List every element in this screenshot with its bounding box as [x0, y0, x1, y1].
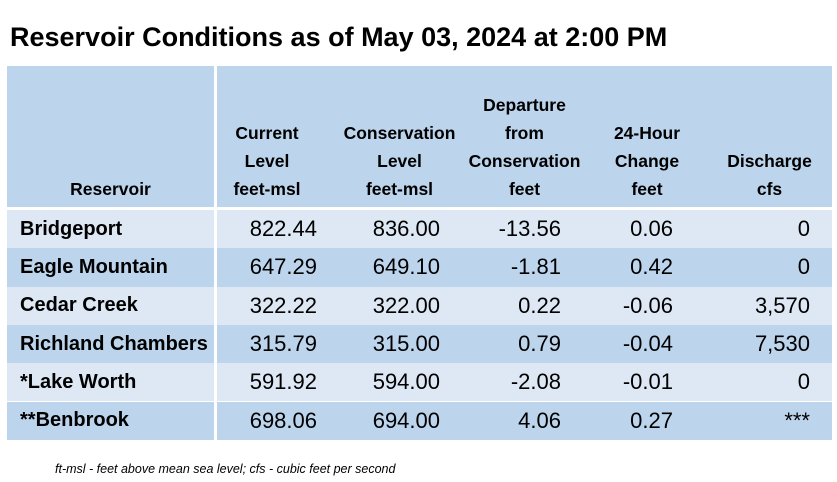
current-value: 315.79	[249, 331, 317, 357]
table-row: Eagle Mountain 647.29 649.10 -1.81 0.42 0	[7, 248, 832, 287]
discharge-value: ***	[784, 407, 810, 433]
conservation-value: 594.00	[372, 369, 440, 395]
discharge-value: 7,530	[754, 331, 810, 357]
header-current-level: Current Level feet-msl	[233, 123, 301, 199]
conservation-value: 322.00	[372, 292, 440, 318]
header-discharge: Discharge cfs	[727, 151, 812, 199]
departure-value: 0.79	[518, 331, 561, 357]
footnote: ft-msl - feet above mean sea level; cfs …	[55, 462, 396, 476]
departure-value: -2.08	[510, 369, 561, 395]
reservoir-name: Cedar Creek	[20, 294, 138, 317]
conservation-value: 315.00	[372, 331, 440, 357]
header-conservation-level: Conservation Level feet-msl	[343, 123, 456, 199]
table-row: **Benbrook 698.06 694.00 4.06 0.27 ***	[7, 401, 832, 440]
reservoir-name: Eagle Mountain	[20, 255, 168, 278]
table-row: *Lake Worth 591.92 594.00 -2.08 -0.01 0	[7, 363, 832, 402]
header-24-hour-change: 24-Hour Change feet	[613, 123, 681, 199]
table-row: Richland Chambers 315.79 315.00 0.79 -0.04 7,…	[7, 324, 832, 364]
current-value: 322.22	[249, 292, 317, 318]
conservation-value: 649.10	[372, 254, 440, 280]
page-title: Reservoir Conditions as of May 03, 2024 …	[10, 22, 668, 52]
header-departure: Departure from Conservation feet	[468, 95, 581, 199]
current-value: 822.44	[249, 216, 317, 242]
departure-value: 0.22	[518, 292, 561, 318]
table-row: Cedar Creek 322.22 322.00 0.22 -0.06 3,570	[7, 286, 832, 325]
change-value: -0.04	[622, 331, 673, 357]
current-value: 591.92	[249, 369, 317, 395]
reservoir-name: Richland Chambers	[20, 332, 208, 355]
change-value: -0.06	[622, 292, 673, 318]
header-reservoir: Reservoir	[70, 179, 151, 199]
reservoir-table: Reservoir Current Level feet-msl Conserv…	[7, 66, 832, 440]
conservation-value: 694.00	[372, 407, 440, 433]
change-value: 0.06	[630, 216, 673, 242]
discharge-value: 0	[797, 369, 810, 395]
reservoir-name: Bridgeport	[20, 217, 123, 240]
column-divider	[214, 66, 217, 440]
departure-value: 4.06	[518, 407, 561, 433]
change-value: 0.42	[630, 254, 673, 280]
current-value: 647.29	[249, 254, 317, 280]
departure-value: -1.81	[510, 254, 561, 280]
conservation-value: 836.00	[372, 216, 440, 242]
change-value: -0.01	[622, 369, 673, 395]
reservoir-name: *Lake Worth	[20, 370, 137, 393]
table-header: Reservoir Current Level feet-msl Conserv…	[7, 66, 832, 207]
change-value: 0.27	[630, 407, 673, 433]
departure-value: -13.56	[498, 216, 561, 242]
discharge-value: 0	[797, 216, 810, 242]
current-value: 698.06	[249, 407, 317, 433]
discharge-value: 0	[797, 254, 810, 280]
header-divider	[7, 207, 832, 210]
table-row: Bridgeport 822.44 836.00 -13.56 0.06 0	[7, 210, 832, 249]
discharge-value: 3,570	[754, 292, 810, 318]
reservoir-name: **Benbrook	[20, 409, 129, 432]
